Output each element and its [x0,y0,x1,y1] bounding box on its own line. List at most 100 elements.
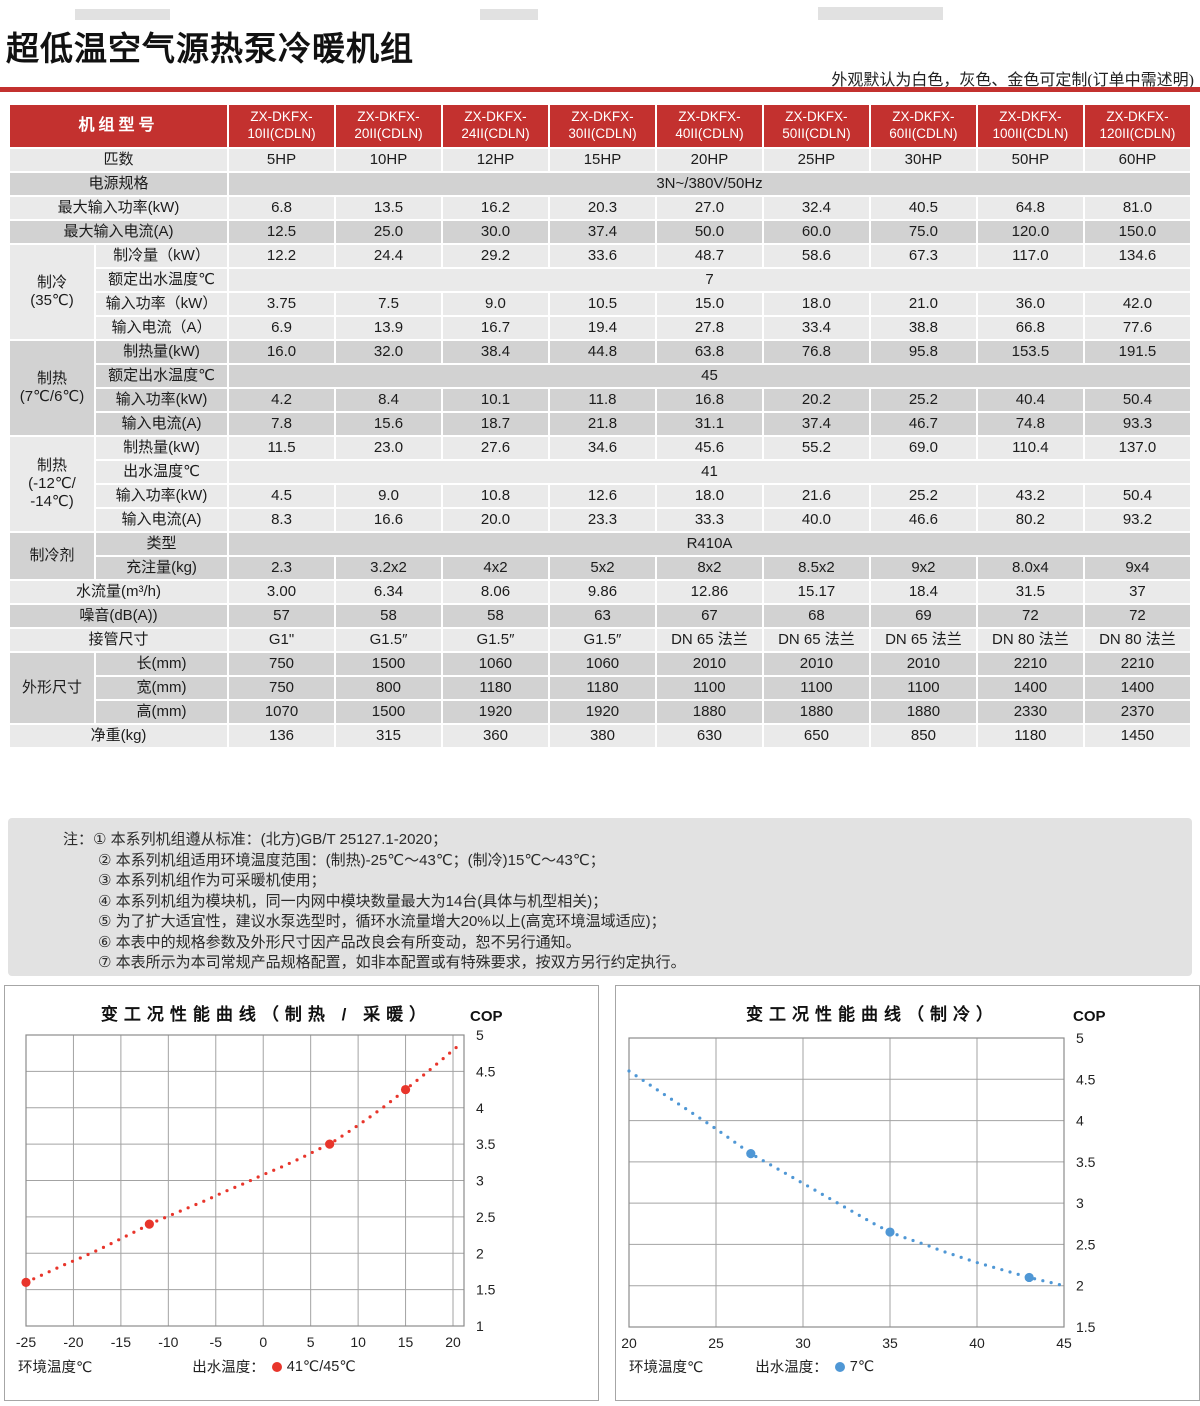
row-label: 输入功率（kW） [96,293,228,315]
spec-value: 36.0 [977,293,1083,315]
spec-value: 12HP [442,149,548,171]
spec-value: 16.8 [656,389,762,411]
spec-value: 25.2 [870,389,976,411]
row-label: 制热量(kW) [96,341,228,363]
spec-value: 380 [549,725,655,747]
row-group-label: 制冷剂 [10,533,94,579]
x-axis-label: 环境温度℃ [629,1360,704,1376]
spec-value: 6.8 [229,197,334,219]
spec-value: 67.3 [870,245,976,267]
row-group-label: 制冷 (35℃) [10,245,94,339]
spec-value: 95.8 [870,341,976,363]
spec-value: 1070 [229,701,334,723]
spec-value: 13.5 [336,197,441,219]
svg-text:2: 2 [1076,1278,1084,1294]
legend-value: 7℃ [849,1358,875,1375]
spec-value: 315 [336,725,441,747]
row-label: 类型 [96,533,228,555]
svg-text:3.5: 3.5 [1076,1154,1096,1170]
spec-value: 29.2 [442,245,548,267]
svg-text:30: 30 [795,1335,811,1351]
spec-value: DN 65 法兰 [870,629,976,651]
spec-value: 134.6 [1084,245,1190,267]
spec-value: 30.0 [442,221,548,243]
spec-value: 9x4 [1084,557,1190,579]
spec-value: 63.8 [656,341,762,363]
spec-value: 25.2 [870,485,976,507]
svg-text:3: 3 [476,1173,484,1189]
spec-value: 18.0 [763,293,869,315]
row-label: 净重(kg) [10,725,228,747]
spec-value: 4.2 [229,389,334,411]
spec-value: 1880 [870,701,976,723]
x-axis-label: 环境温度℃ [18,1360,93,1376]
spec-value: 1880 [656,701,762,723]
row-group-label: 制热 (7℃/6℃) [10,341,94,435]
spec-value: 21.8 [549,413,655,435]
chart-title: 变工况性能曲线（制热 / 采暖） [100,1005,433,1024]
spec-value: 1100 [763,677,869,699]
row-label: 额定出水温度℃ [96,269,228,291]
spec-value: 23.0 [336,437,441,459]
chart-card-cooling: 20 25 30 35 40 45 1.5 2 2.5 3 3.5 4 4.5 5 变工况性能曲线（制冷）… [615,985,1200,1401]
spec-value: 8.06 [442,581,548,603]
spec-value: 10.5 [549,293,655,315]
spec-value: G1.5″ [442,629,548,651]
spec-value: 800 [336,677,441,699]
model-header: ZX-DKFX- 30II(CDLN) [549,105,655,147]
spec-value: 50.4 [1084,485,1190,507]
spec-value: 137.0 [1084,437,1190,459]
spec-value-span: 3N~/380V/50Hz [229,173,1190,195]
note-line: ⑤ 为了扩大适宜性，建议水泵选型时，循环水流量增大20%以上(高宽环境温域适应)… [98,913,666,930]
spec-value: 6.34 [336,581,441,603]
row-label: 输入功率(kW) [96,389,228,411]
spec-value: 38.8 [870,317,976,339]
spec-value: 1180 [549,677,655,699]
chart-legend: 环境温度℃ 出水温度： 7℃ [629,1356,874,1377]
spec-value: 1180 [977,725,1083,747]
row-label: 输入电流（A） [96,317,228,339]
spec-value: 12.2 [229,245,334,267]
spec-value: 60HP [1084,149,1190,171]
spec-value: 40.5 [870,197,976,219]
spec-value: 72 [1084,605,1190,627]
spec-value: 33.6 [549,245,655,267]
spec-value: 4x2 [442,557,548,579]
spec-value: 9.86 [549,581,655,603]
spec-value: G1" [229,629,334,651]
spec-value: 360 [442,725,548,747]
spec-value: 1920 [442,701,548,723]
spec-value: 42.0 [1084,293,1190,315]
cropped-text-fragment [818,7,943,20]
model-header: ZX-DKFX- 50II(CDLN) [763,105,869,147]
spec-value: 1880 [763,701,869,723]
spec-value: 7.8 [229,413,334,435]
row-label: 输入功率(kW) [96,485,228,507]
model-header: ZX-DKFX- 100II(CDLN) [977,105,1083,147]
note-line: ④ 本系列机组为模块机，同一内网中模块数量最大为14台(具体与机型相关)； [98,892,608,910]
spec-value: 24.4 [336,245,441,267]
spec-value: 8.5x2 [763,557,869,579]
note-line: ⑦ 本表所示为本司常规产品规格配置，如非本配置或有特殊要求，按双方另行约定执行。 [98,954,686,971]
spec-value: 55.2 [763,437,869,459]
spec-value: G1.5″ [336,629,441,651]
svg-text:-5: -5 [210,1334,223,1350]
model-header: ZX-DKFX- 60II(CDLN) [870,105,976,147]
spec-value: 1920 [549,701,655,723]
spec-value: 38.4 [442,341,548,363]
spec-value: 21.6 [763,485,869,507]
svg-text:5: 5 [476,1027,484,1043]
spec-value: 18.0 [656,485,762,507]
spec-table: 机组型号 ZX-DKFX- 10II(CDLN) ZX-DKFX- 20II(CDLN)… [8,103,1192,749]
svg-text:4.5: 4.5 [1076,1071,1096,1087]
spec-value: 63 [549,605,655,627]
spec-value: 5HP [229,149,334,171]
spec-value: 2010 [763,653,869,675]
svg-text:1.5: 1.5 [476,1282,496,1298]
spec-value: 8.4 [336,389,441,411]
spec-value: 6.9 [229,317,334,339]
spec-value: 153.5 [977,341,1083,363]
spec-value: 66.8 [977,317,1083,339]
spec-value: 50.4 [1084,389,1190,411]
